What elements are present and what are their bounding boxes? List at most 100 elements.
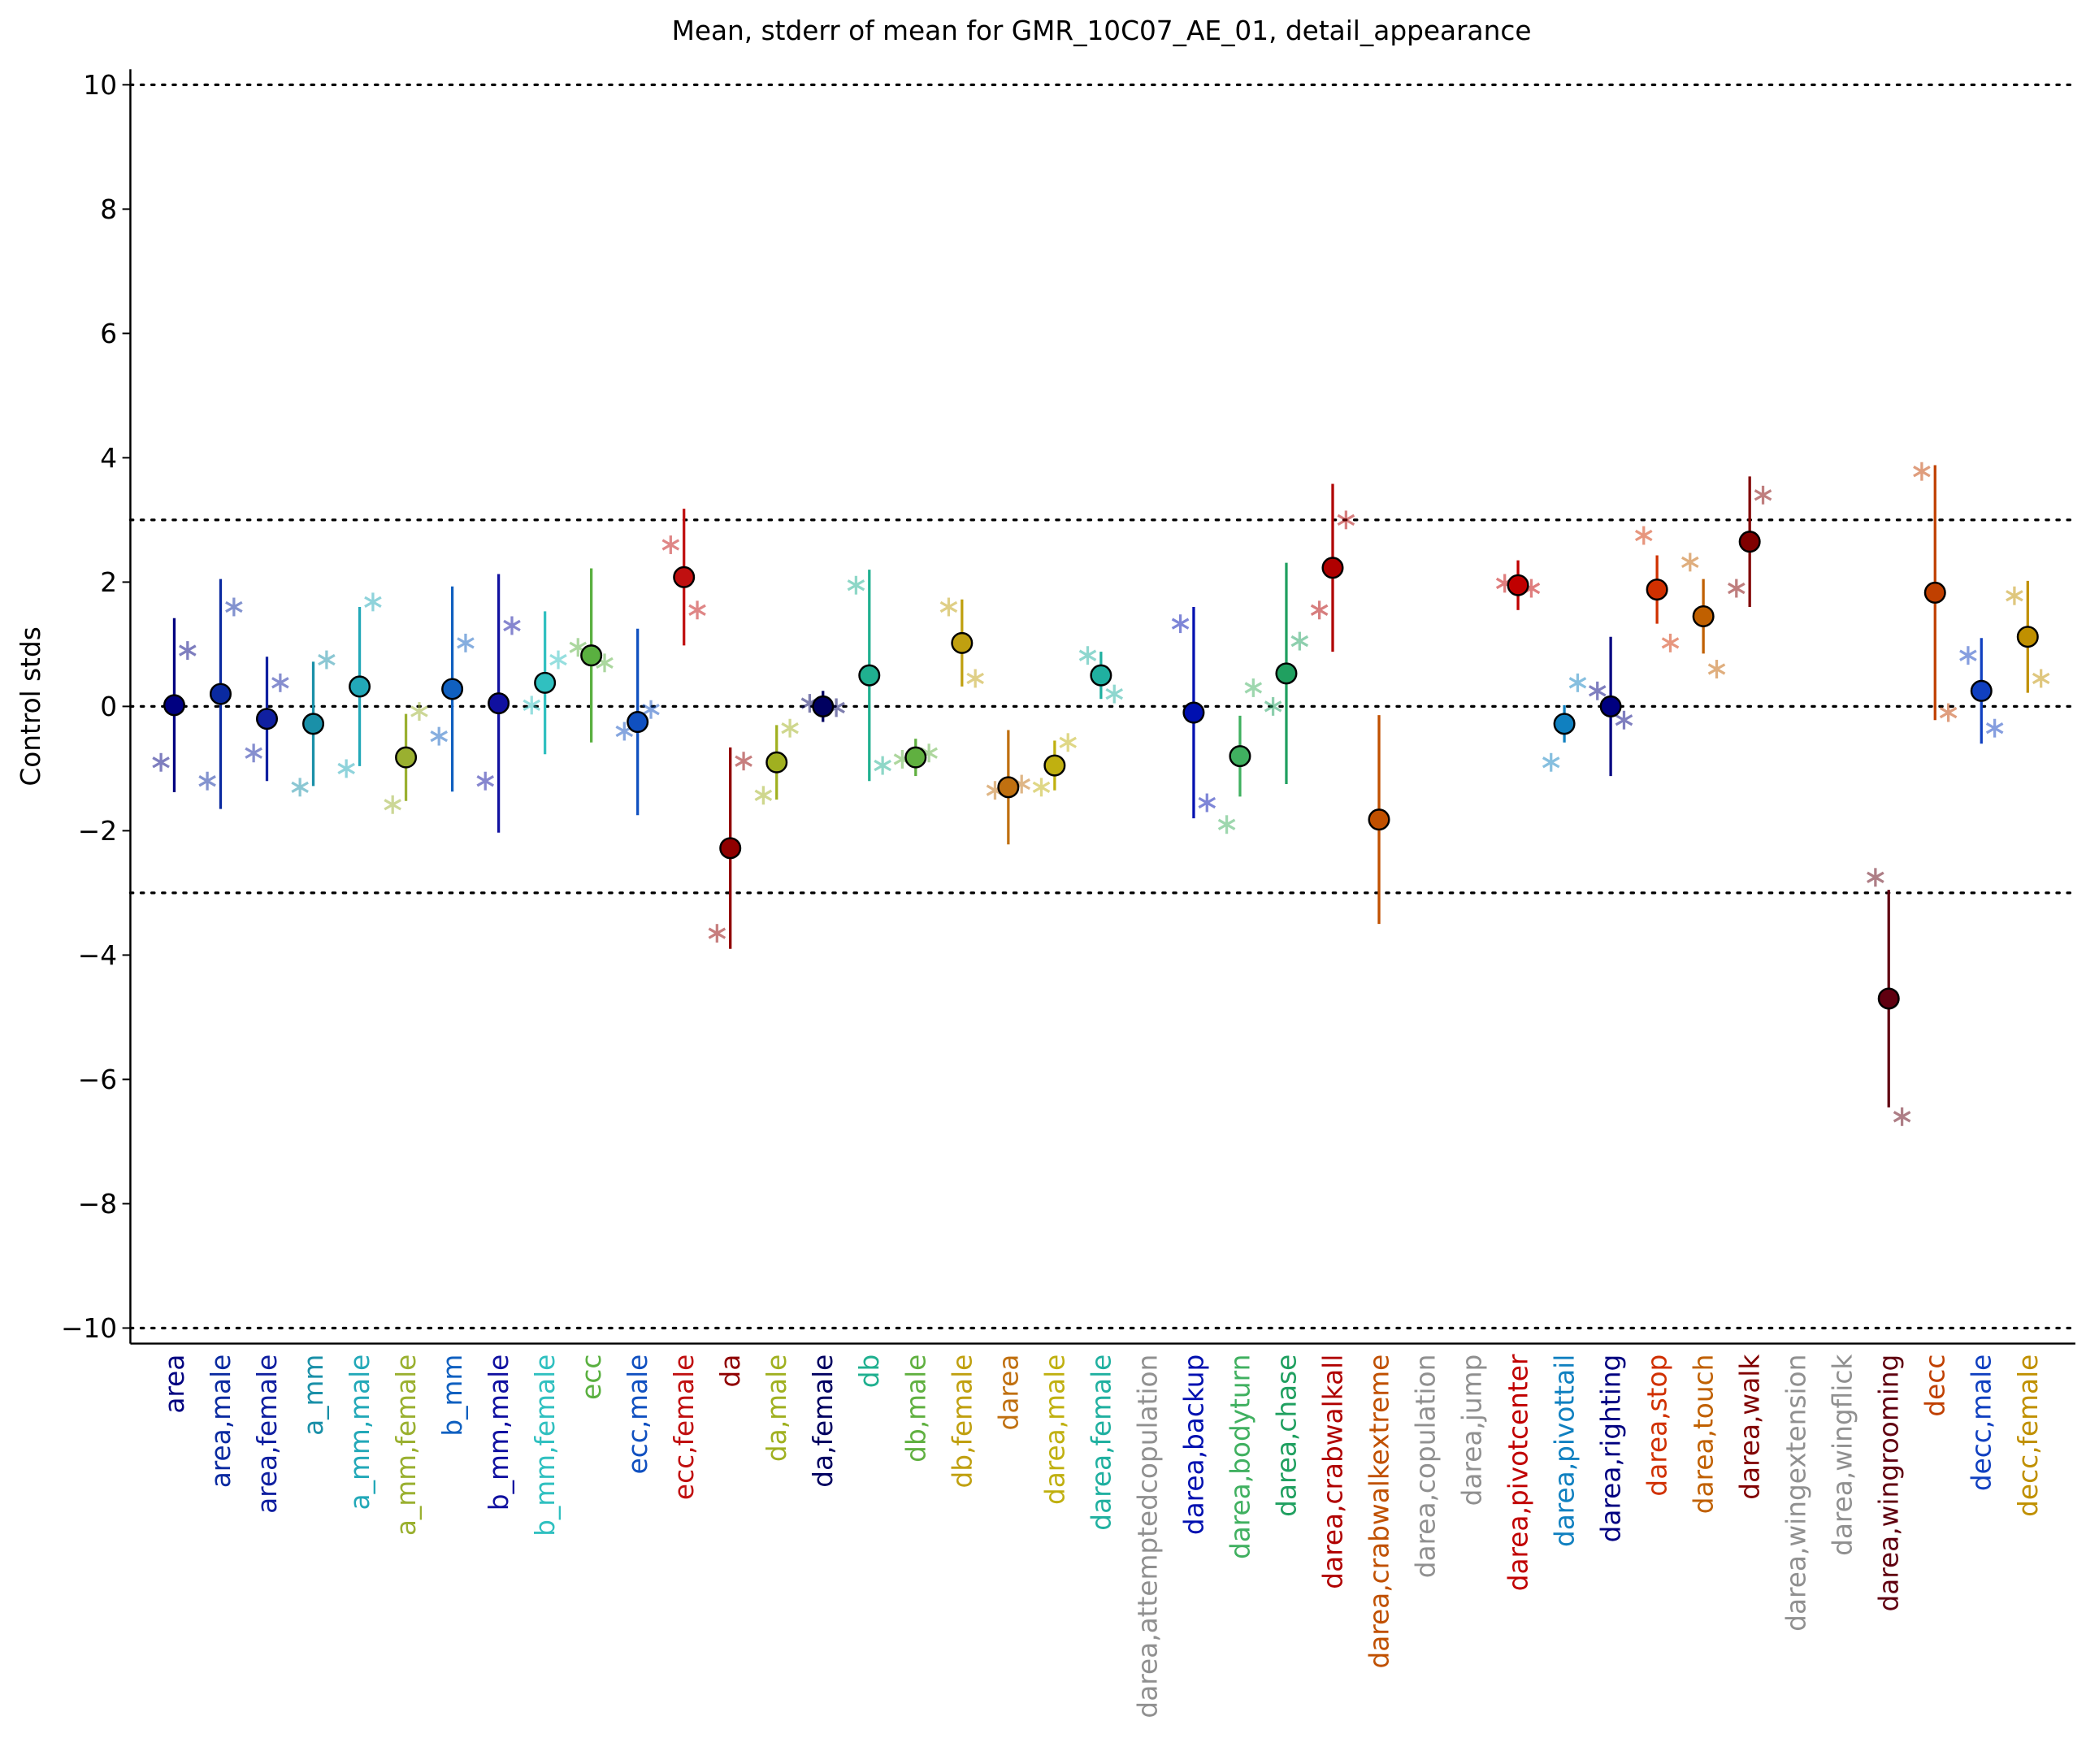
mean-marker [904,746,927,769]
x-tick-label: da [715,1354,746,1388]
point-marker [939,597,958,617]
x-tick-label: decc,female [2013,1354,2044,1517]
x-tick-label: darea,male [1039,1354,1070,1505]
mean-marker [1507,574,1529,596]
point-marker [1078,646,1097,665]
mean-marker [1553,713,1576,735]
point-marker [1707,660,1726,678]
x-tick-label: darea,bodyturn [1225,1354,1256,1559]
point-marker [1310,600,1329,620]
point-marker [1615,710,1633,730]
mean-marker [1229,745,1251,768]
x-tick-label: darea,crabwalkall [1317,1354,1348,1589]
point-marker [1867,868,1884,887]
x-tick-label: darea [993,1354,1024,1431]
mean-marker [1923,581,1946,604]
mean-marker [534,671,557,694]
point-marker [1290,631,1309,651]
x-tick-label: decc,male [1967,1354,1997,1492]
point-marker [503,616,521,635]
mean-marker [302,713,325,735]
mean-marker [1043,754,1066,777]
mean-marker [951,631,974,654]
x-tick-label: darea,pivotcenter [1503,1354,1534,1591]
point-marker [2032,669,2050,688]
x-tick-label: darea,crabwalkextreme [1364,1354,1394,1669]
mean-marker [1321,557,1344,579]
point-marker [1893,1107,1911,1126]
point-marker [847,575,865,595]
point-marker [198,771,216,791]
point-marker [1217,815,1236,834]
point-marker [1588,681,1607,700]
point-marker [457,633,475,652]
point-marker [1337,510,1355,530]
x-tick-label: da,male [761,1354,792,1462]
point-marker [245,743,262,763]
mean-marker [209,683,232,705]
mean-marker [1182,701,1205,724]
mean-marker [812,695,835,717]
y-tick-label: 10 [83,70,117,101]
point-marker [410,702,428,721]
point-marker [523,696,541,715]
x-tick-label: darea,female [1086,1354,1117,1531]
x-tick-label: darea,backup [1178,1354,1209,1536]
point-marker [271,673,289,692]
x-tick-label: db,female [947,1354,978,1489]
point-marker [781,718,799,738]
mean-marker [997,776,1020,799]
x-tick-label: b_mm [437,1354,468,1437]
mean-marker [1738,531,1761,553]
mean-marker [1692,605,1715,627]
y-tick-label: −6 [78,1064,117,1095]
x-tick-label: b_mm,male [484,1354,514,1511]
y-tick-label: 0 [100,691,117,722]
x-tick-label: ecc [576,1354,607,1400]
y-tick-label: 8 [100,194,117,225]
y-tick-label: 4 [100,443,117,474]
x-tick-label: darea,attemptedcopulation [1132,1354,1163,1718]
mean-marker [349,675,371,698]
mean-marker [719,837,742,860]
point-marker [179,641,197,661]
x-tick-label: darea,wingextension [1781,1354,1812,1632]
mean-marker [1599,695,1622,717]
x-tick-label: a_mm,female [391,1354,422,1536]
point-marker [1032,778,1051,797]
mean-marker [673,566,696,588]
point-marker [1985,718,2004,738]
x-tick-label: db [854,1354,885,1389]
mean-marker [163,694,185,717]
point-marker [430,726,449,746]
point-marker [1939,703,1958,722]
point-marker [291,778,309,797]
point-marker [661,535,680,554]
point-marker [1959,646,1977,665]
mean-marker [1646,579,1668,601]
point-marker [754,786,773,805]
x-tick-label: ecc,female [669,1354,700,1500]
point-marker [1754,485,1772,505]
point-marker [384,795,401,814]
point-marker [364,592,382,612]
point-marker [318,650,336,670]
mean-marker [441,678,464,700]
point-marker [966,669,984,688]
x-tick-label: darea,chase [1271,1354,1302,1517]
mean-marker [395,746,418,769]
point-marker [1244,678,1263,697]
point-marker [1568,673,1587,692]
point-marker [874,756,891,775]
x-tick-label: darea,pivottail [1550,1354,1581,1547]
y-tick-label: −10 [61,1313,117,1344]
x-tick-label: darea,stop [1642,1354,1673,1497]
point-marker [1105,684,1124,704]
chart-title: Mean, stderr of mean for GMR_10C07_AE_01… [672,15,1532,46]
x-tick-label: a_mm,male [345,1354,375,1510]
x-tick-label: darea,jump [1457,1354,1488,1506]
x-tick-label: ecc,male [622,1354,653,1475]
point-marker [549,650,567,670]
